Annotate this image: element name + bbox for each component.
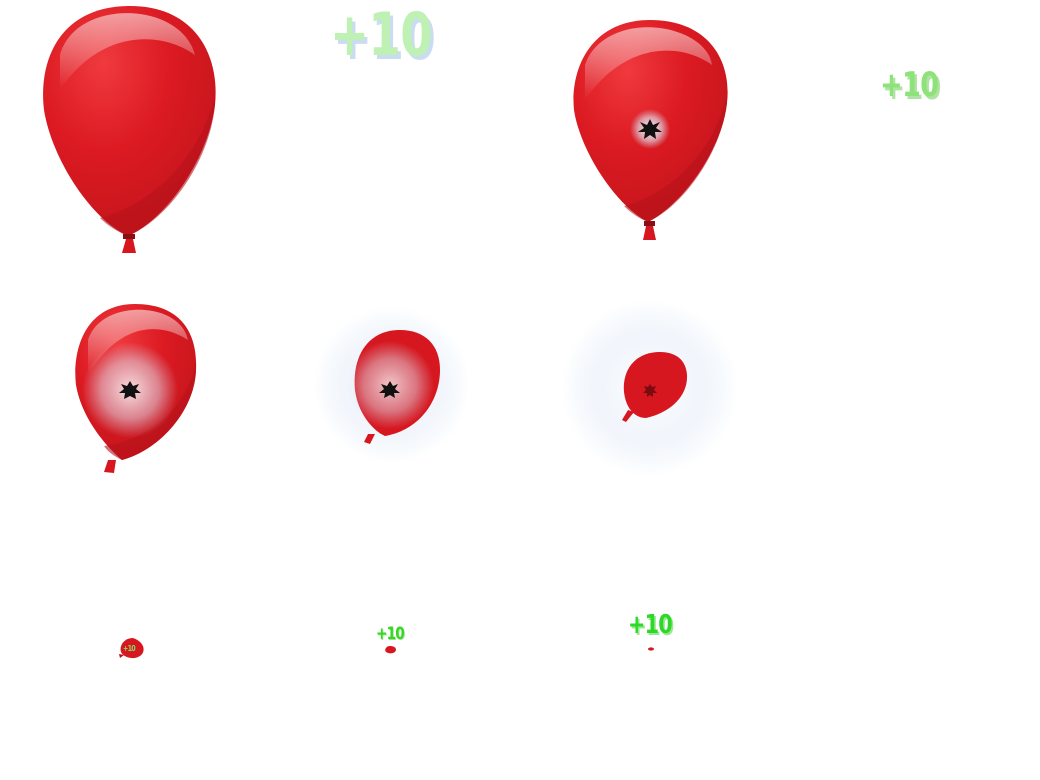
balloon-bursting: [314, 307, 470, 463]
balloon-shrinking: [562, 300, 738, 476]
balloon-remnant: [119, 638, 144, 659]
balloon-speck: [648, 647, 654, 651]
balloon-intact: [43, 6, 216, 253]
score-text: +10: [123, 644, 136, 653]
crack-burst: [82, 342, 178, 438]
balloon-fragment: [385, 646, 396, 654]
balloon-cracking: [75, 304, 197, 473]
balloon-puncture: [573, 20, 728, 240]
score-text: +10: [330, 0, 433, 70]
puncture-burst: [630, 109, 670, 149]
score-text: +10: [376, 624, 405, 644]
score-text: +10: [628, 610, 673, 640]
score-text: +10: [880, 65, 939, 105]
